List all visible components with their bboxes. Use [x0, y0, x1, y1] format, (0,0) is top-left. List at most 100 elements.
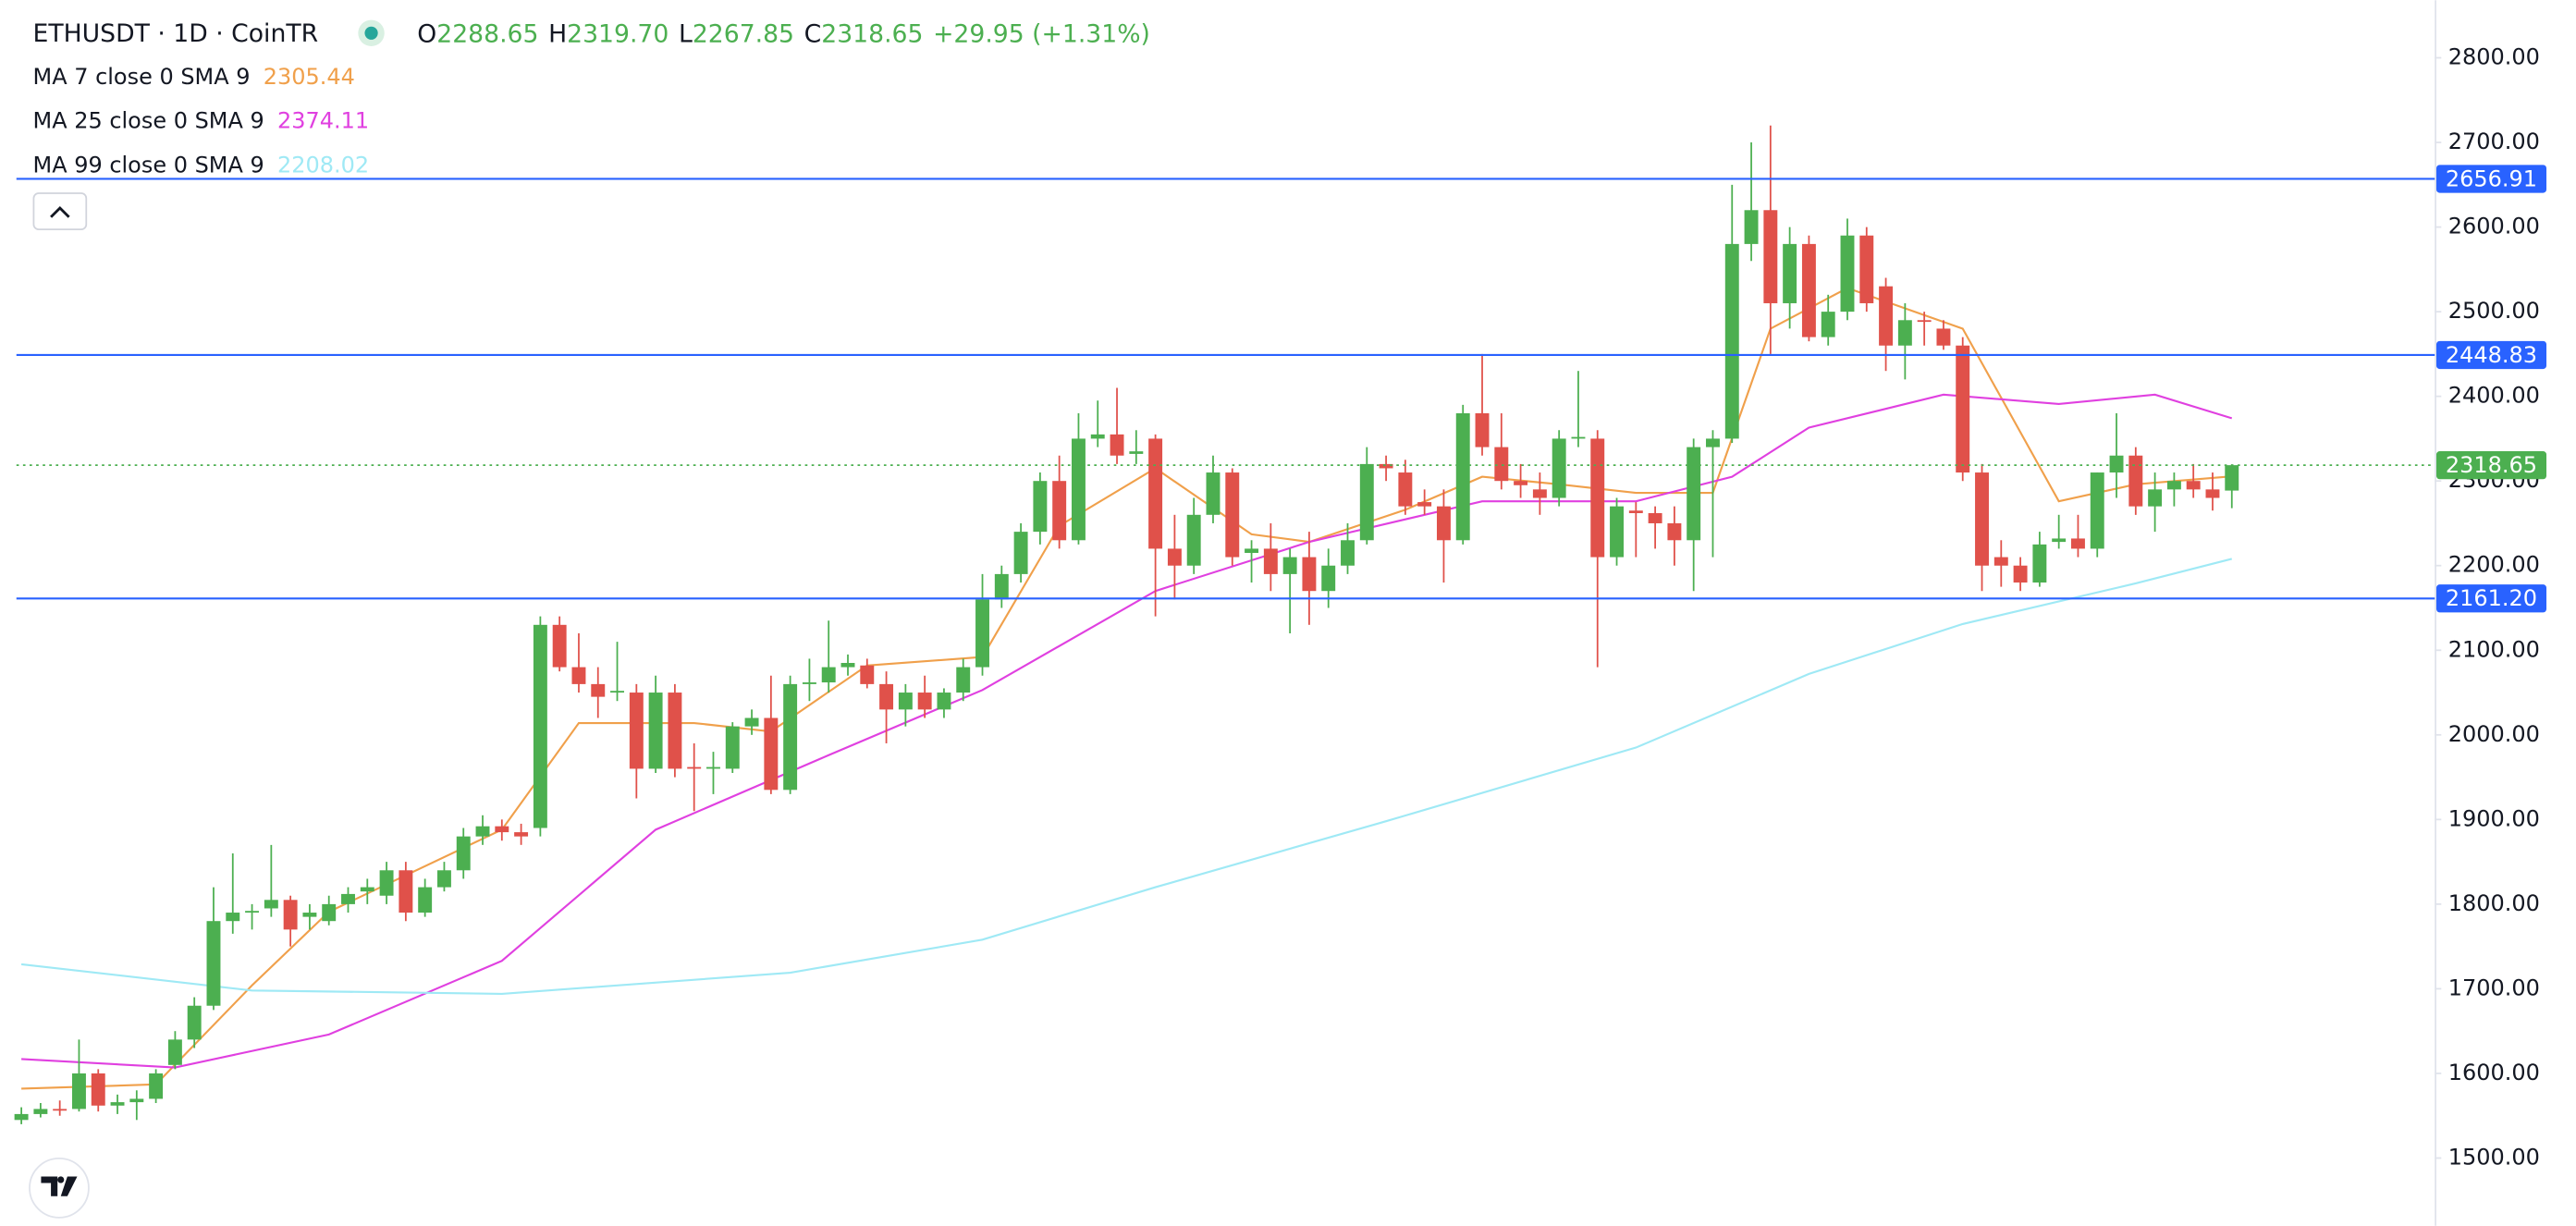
candle-body [1687, 447, 1701, 541]
candle-body [1590, 438, 1605, 558]
candle-body [72, 1073, 86, 1110]
candle-body [149, 1073, 164, 1099]
candle-body [898, 693, 913, 710]
candle-body [1897, 320, 1912, 346]
ma-legend-value: 2305.44 [264, 64, 355, 90]
candle-body [610, 691, 625, 693]
ohlc-key: L [679, 19, 693, 48]
candle-body [1724, 243, 1739, 439]
candle-body [725, 726, 740, 769]
y-tick-label: 2000.00 [2448, 721, 2540, 747]
candle-body [1398, 472, 1413, 507]
candle-body [2109, 455, 2124, 473]
candle-body [975, 599, 989, 668]
ma-legend-name: MA 7 close 0 SMA 9 [33, 64, 251, 90]
candle-body [110, 1102, 125, 1106]
candle-body [322, 903, 337, 922]
candle-body [1975, 472, 1989, 566]
y-tick-label: 1700.00 [2448, 975, 2540, 1000]
ohlc-legend: O2288.65 H2319.70 L2267.85 C2318.65 +29.95 (… [417, 19, 1150, 48]
candle-body [2205, 489, 2220, 498]
candle-body [1763, 210, 1778, 303]
candle-body [917, 693, 932, 710]
candle-body [668, 693, 682, 769]
y-tick-label: 2500.00 [2448, 298, 2540, 324]
candle-body [1302, 557, 1317, 592]
y-tick-label: 2100.00 [2448, 636, 2540, 662]
status-dot [364, 26, 378, 40]
candle-body [2013, 565, 2028, 583]
candle-body [937, 693, 951, 710]
candle-body [1532, 489, 1547, 498]
price-line-label: 2161.20 [2446, 585, 2537, 611]
candle-body [1571, 436, 1586, 439]
candle-body [1129, 451, 1144, 454]
candle-body [956, 667, 971, 693]
candle-body [206, 921, 221, 1006]
candle-body [648, 693, 663, 769]
candle-body [1956, 345, 1970, 473]
price-line-label-box [2435, 165, 2547, 193]
ma-legend-value: 2374.11 [277, 108, 369, 134]
last-price-label: 2318.65 [2446, 452, 2537, 478]
candle-body [1206, 472, 1221, 515]
candle-body [687, 766, 702, 769]
candle-body [379, 870, 394, 896]
candle-body [571, 667, 586, 684]
candle-body [360, 887, 374, 892]
candle-body [436, 870, 451, 888]
candle-body [14, 1113, 29, 1121]
candle-body [1090, 434, 1105, 439]
ohlc-value: 2288.65 [436, 19, 538, 48]
candle-body [1879, 286, 1894, 346]
candle-body [2070, 538, 2085, 549]
candle-body [2052, 538, 2067, 543]
collapse-button[interactable] [32, 192, 88, 231]
candle-body [840, 663, 855, 668]
plot [14, 56, 2442, 1159]
change: +29.95 (+1.31%) [933, 19, 1150, 48]
collapse-icon [50, 206, 70, 218]
ohlc-key: O [417, 19, 436, 48]
ohlc-value: 2319.70 [567, 19, 669, 48]
logo-button[interactable] [29, 1158, 90, 1219]
candle-body [1917, 320, 1932, 323]
candle-body [802, 682, 816, 684]
candle-body [1840, 235, 1855, 313]
ohlc-key: H [548, 19, 567, 48]
ohlc-value: 2267.85 [693, 19, 794, 48]
y-tick-label: 2400.00 [2448, 383, 2540, 409]
candle-body [456, 836, 471, 871]
ma-legend-item: MA 99 close 0 SMA 9 2208.02 [33, 153, 370, 178]
candle-body [2186, 481, 2201, 490]
candle-body [1706, 438, 1720, 447]
candle-body [533, 624, 547, 828]
ohlc-key: C [804, 19, 822, 48]
candle-body [283, 900, 298, 930]
candle-body [167, 1039, 182, 1065]
candle-body [2225, 465, 2239, 491]
candle-body [2090, 472, 2104, 549]
candle-body [514, 832, 529, 837]
price-line-label-box [2435, 584, 2547, 613]
ma-legend-value: 2208.02 [277, 153, 369, 178]
ma-line [20, 558, 2233, 995]
candle-body [1321, 565, 1336, 592]
candle-body [1821, 312, 1835, 337]
candle-body [1475, 412, 1490, 447]
candle-body [341, 893, 355, 904]
candle-body [129, 1098, 144, 1103]
candle-body [1225, 472, 1240, 558]
y-tick-label: 2800.00 [2448, 44, 2540, 70]
candle-body [245, 911, 260, 913]
candle-body [1341, 540, 1355, 566]
y-tick-label: 1900.00 [2448, 805, 2540, 831]
candle-body [591, 683, 606, 697]
candle-body [91, 1073, 105, 1106]
candle-body [1359, 463, 1374, 541]
candle-body [1455, 412, 1470, 541]
y-tick-label: 1800.00 [2448, 890, 2540, 916]
candle-body [706, 766, 720, 769]
ma-legend-item: MA 7 close 0 SMA 9 2305.44 [33, 64, 355, 90]
chart-title: ETHUSDT · 1D · CoinTR [33, 19, 319, 48]
